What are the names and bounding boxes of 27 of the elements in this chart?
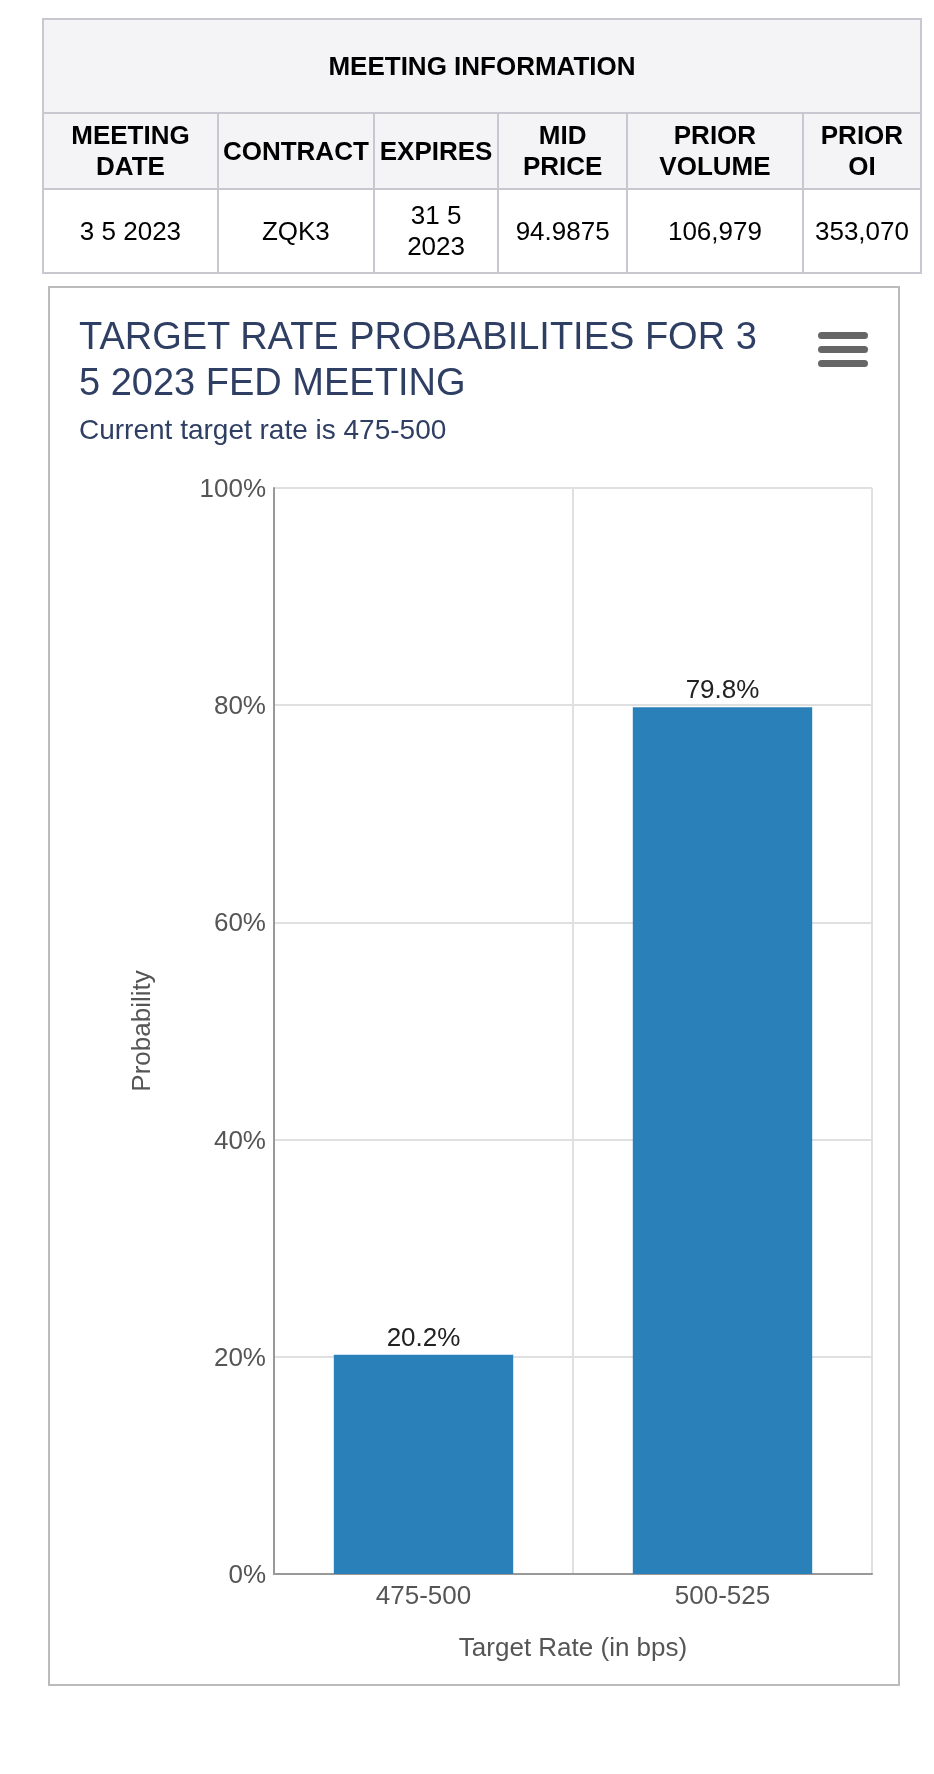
text: 94.9875 bbox=[498, 189, 627, 273]
y-axis-title: Probability bbox=[126, 970, 156, 1092]
chart-subtitle: Current target rate is 475-500 bbox=[79, 413, 447, 445]
category-label: PRIOR OI bbox=[802, 113, 921, 189]
x-tick-label: 475-500 bbox=[375, 1580, 472, 1610]
text: 3 5 2023 bbox=[43, 189, 218, 273]
text: 31 5 2023 bbox=[373, 189, 499, 273]
y-tick-label: 0% bbox=[228, 1559, 266, 1589]
y-tick-label: 60% bbox=[213, 907, 266, 938]
y-tick-label: 80% bbox=[213, 690, 266, 721]
chart-title: TARGET RATE PROBABILITIES FOR 3 5 2023 FED MEETING bbox=[79, 315, 768, 403]
y-tick-label: 20% bbox=[213, 1341, 266, 1372]
y-tick-label: 40% bbox=[213, 1124, 266, 1155]
data-label: 79.8% bbox=[685, 674, 760, 705]
text: ZQK3 bbox=[217, 189, 374, 273]
text: 353,070 bbox=[802, 189, 921, 273]
category-label: CONTRACT bbox=[217, 113, 374, 189]
data-label: 20.2% bbox=[386, 1321, 461, 1352]
x-tick-label: 500-525 bbox=[674, 1580, 771, 1610]
x-axis-title: Target Rate (in bps) bbox=[458, 1632, 688, 1662]
category-label: PRIOR VOLUME bbox=[626, 113, 803, 189]
category-label: MEETING DATE bbox=[43, 113, 218, 189]
category-label: MID PRICE bbox=[498, 113, 627, 189]
y-tick-label: 100% bbox=[199, 473, 266, 503]
text: 106,979 bbox=[626, 189, 803, 273]
category-label: EXPIRES bbox=[373, 113, 499, 189]
text: MEETING INFORMATION bbox=[43, 19, 921, 113]
